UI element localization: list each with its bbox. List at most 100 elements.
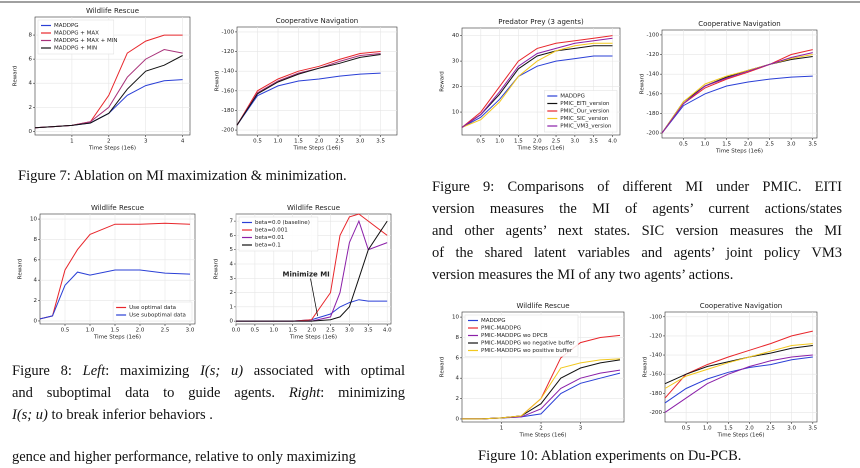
legend-box [464, 314, 579, 357]
y-tick-label: 4 [456, 376, 460, 382]
x-tick-label: 2.5 [161, 328, 170, 334]
y-tick-label: 8 [29, 33, 33, 39]
caption-line: Figure 9: Comparisons of different MI un… [432, 179, 842, 195]
caption-line: of the shared latent variables and agent… [432, 245, 842, 261]
x-tick-label: 1.5 [294, 139, 303, 145]
legend-label: beta=0.0 (baseline) [255, 220, 310, 226]
chart-title: Wildlife Rescue [287, 204, 340, 212]
y-tick-label: 10 [452, 110, 459, 116]
legend-label: beta=0.1 [255, 243, 281, 249]
x-tick-label: 0.5 [251, 328, 260, 334]
x-tick-label: 1 [70, 139, 74, 145]
legend-label: MADDPG [560, 94, 585, 100]
y-tick-label: 2 [456, 396, 460, 402]
y-tick-label: 7 [230, 219, 234, 225]
legend-label: MADDPG + MAX + MIN [54, 38, 118, 44]
x-tick-label: 3.0 [345, 328, 354, 334]
y-tick-label: 30 [452, 59, 459, 65]
x-tick-label: 1.0 [703, 426, 712, 432]
y-axis-label: Reward [640, 74, 646, 94]
legend-label: PMIC_Our_version [560, 109, 610, 115]
legend-label: PMIC-MADDPG wo negative buffer [481, 341, 575, 347]
caption-segment: Figure 8: [12, 363, 83, 379]
y-tick-label: 6 [230, 233, 234, 239]
x-tick-label: 3.5 [364, 328, 373, 334]
series-line [39, 269, 191, 320]
x-tick-label: 1.5 [722, 142, 731, 148]
y-tick-label: 0 [230, 319, 234, 325]
x-tick-label: 0.5 [682, 426, 691, 432]
y-axis-label: Reward [643, 357, 649, 377]
legend-label: Use optimal data [129, 305, 176, 311]
legend-label: PMIC_VM3_version [560, 124, 612, 130]
y-tick-label: -120 [650, 333, 663, 339]
x-tick-label: 3.5 [808, 426, 817, 432]
series-line [664, 354, 813, 413]
x-tick-label: 3.0 [186, 328, 195, 334]
y-tick-label: 8 [34, 237, 38, 243]
x-tick-label: 2.0 [533, 139, 542, 145]
series-line [461, 42, 613, 128]
caption-segment: : maximizing [105, 363, 201, 379]
y-tick-label: 4 [29, 81, 33, 87]
x-tick-label: 1.0 [495, 139, 504, 145]
y-tick-label: -140 [650, 353, 663, 359]
caption-segment: Left [82, 363, 106, 379]
y-tick-label: -160 [650, 372, 663, 378]
annotation: Minimize MI [283, 271, 330, 279]
caption-segment: : minimizing [320, 385, 405, 401]
series-line [236, 220, 388, 322]
series-line [461, 55, 613, 128]
caption-segment: I(s; u) [12, 407, 48, 423]
y-tick-label: 10 [30, 217, 37, 223]
legend-label: MADDPG + MAX [54, 31, 99, 37]
x-tick-label: 3.0 [787, 142, 796, 148]
y-tick-label: 8 [456, 335, 460, 341]
y-tick-label: -120 [222, 49, 235, 55]
caption-segment: and suboptimal data to guide agents. [12, 385, 289, 401]
x-tick-label: 2.5 [766, 426, 775, 432]
y-tick-label: 1 [230, 304, 234, 310]
x-axis-label: Time Steps (1e6) [289, 335, 337, 341]
x-tick-label: 0.5 [61, 328, 70, 334]
y-tick-label: 0 [29, 129, 33, 135]
y-tick-label: -200 [647, 131, 660, 137]
chart-title: Wildlife Rescue [516, 302, 569, 310]
y-axis-label: Reward [13, 66, 19, 86]
series-line [461, 45, 613, 128]
caption-segment: Right [288, 385, 321, 401]
caption-line: Figure 8: Left: maximizing I(s; u) assoc… [12, 360, 405, 382]
plot-area [236, 26, 398, 136]
legend-label: PMIC_EITI_version [560, 101, 610, 107]
legend-label: PMIC-MADDPG wo DPCB [481, 333, 548, 339]
caption-line: version measures the MI of agents’ curre… [432, 201, 842, 217]
legend-label: MADDPG [54, 23, 79, 29]
caption: Figure 10: Ablation experiments on Du-PC… [478, 445, 778, 467]
y-axis-label: Reward [440, 357, 446, 377]
series-line [664, 343, 813, 389]
legend-label: Use suboptimal data [129, 313, 186, 319]
series-line [34, 55, 183, 129]
y-tick-label: -100 [222, 29, 235, 35]
y-tick-label: -200 [650, 410, 663, 416]
plot-area [664, 311, 818, 423]
y-tick-label: -140 [222, 69, 235, 75]
chart-title: Cooperative Navigation [700, 302, 783, 310]
x-tick-label: 4.0 [383, 328, 392, 334]
caption-line: version measures the MI of any two agent… [432, 267, 734, 283]
y-tick-label: -100 [650, 314, 663, 320]
series-line [461, 37, 613, 128]
caption: Figure 7: Ablation on MI maximization & … [18, 165, 398, 187]
y-tick-label: 4 [230, 262, 234, 268]
x-tick-label: 2.5 [326, 328, 335, 334]
chart-title: Wildlife Rescue [91, 204, 144, 212]
x-tick-label: 1.5 [288, 328, 297, 334]
y-tick-label: -100 [647, 32, 660, 38]
x-tick-label: 3 [579, 426, 583, 432]
x-tick-label: 2.0 [745, 426, 754, 432]
x-tick-label: 2.5 [335, 139, 344, 145]
y-tick-label: 5 [230, 247, 234, 253]
y-axis-label: Reward [440, 71, 446, 91]
caption-line: and other agents’ next states. SIC versi… [432, 223, 842, 239]
